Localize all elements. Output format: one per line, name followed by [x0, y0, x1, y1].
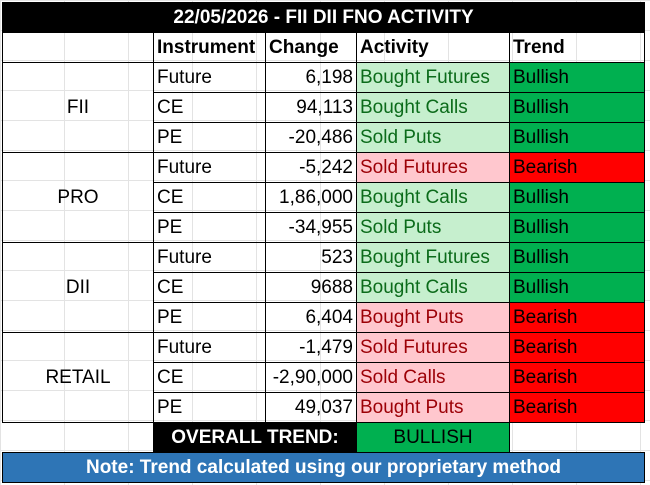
entity-cell[interactable]: DII	[2, 242, 154, 333]
trend-cell[interactable]: Bullish	[508, 182, 646, 213]
change-cell[interactable]: -2,90,000	[265, 362, 357, 393]
trend-cell[interactable]: Bullish	[508, 92, 646, 123]
activity-cell[interactable]: Bought Futures	[356, 62, 510, 93]
instrument-cell[interactable]: Future	[153, 242, 266, 273]
activity-cell[interactable]: Sold Puts	[356, 122, 510, 153]
entity-cell[interactable]: FII	[2, 62, 154, 153]
table-row: CE -2,90,000 Sold Calls Bearish	[3, 362, 646, 393]
header-row: Instrument Change Activity Trend	[2, 32, 646, 63]
header-blank-cell[interactable]	[2, 32, 154, 63]
activity-cell[interactable]: Sold Futures	[356, 152, 510, 183]
trend-cell[interactable]: Bearish	[508, 152, 646, 183]
note-banner[interactable]: Note: Trend calculated using our proprie…	[1, 452, 646, 483]
instrument-cell[interactable]: CE	[153, 92, 266, 123]
instrument-cell[interactable]: CE	[153, 272, 266, 303]
table-row: FII Future 6,198 Bought Futures Bullish	[2, 62, 646, 153]
change-cell[interactable]: -20,486	[265, 122, 357, 153]
overall-trend-value[interactable]: BULLISH	[356, 422, 510, 453]
table-row: CE 1,86,000 Bought Calls Bullish	[3, 182, 646, 213]
change-cell[interactable]: 523	[265, 242, 357, 273]
instrument-cell[interactable]: CE	[153, 362, 266, 393]
instrument-cell[interactable]: Future	[153, 332, 266, 363]
table-row: DII Future 523 Bought Futures Bullish	[2, 242, 646, 333]
instrument-cell[interactable]: PE	[153, 392, 266, 423]
activity-cell[interactable]: Bought Calls	[356, 182, 510, 213]
change-cell[interactable]: 6,198	[265, 62, 357, 93]
overall-trend-label[interactable]: OVERALL TREND:	[153, 422, 357, 453]
trend-cell[interactable]: Bullish	[508, 242, 646, 273]
trend-cell[interactable]: Bullish	[508, 122, 646, 153]
change-cell[interactable]: -34,955	[265, 212, 357, 243]
trend-cell[interactable]: Bearish	[508, 302, 646, 333]
trend-cell[interactable]: Bearish	[508, 332, 646, 363]
instrument-cell[interactable]: PE	[153, 212, 266, 243]
table-row: PRO Future -5,242 Sold Futures Bearish	[2, 152, 646, 243]
activity-cell[interactable]: Bought Calls	[356, 92, 510, 123]
change-cell[interactable]: -5,242	[265, 152, 357, 183]
activity-cell[interactable]: Bought Puts	[356, 392, 510, 423]
trend-cell[interactable]: Bearish	[508, 392, 646, 423]
empty-cell[interactable]	[3, 423, 154, 453]
empty-cell[interactable]	[510, 423, 645, 453]
table-row: PE -34,955 Sold Puts Bullish	[3, 212, 646, 243]
trend-cell[interactable]: Bullish	[508, 62, 646, 93]
activity-cell[interactable]: Sold Puts	[356, 212, 510, 243]
instrument-cell[interactable]: CE	[153, 182, 266, 213]
table-row: PE 49,037 Bought Puts Bearish	[3, 392, 646, 423]
note-row: Note: Trend calculated using our proprie…	[1, 452, 646, 483]
change-cell[interactable]: 49,037	[265, 392, 357, 423]
header-activity[interactable]: Activity	[356, 32, 510, 63]
table-row: PE -20,486 Sold Puts Bullish	[3, 122, 646, 153]
table-row: RETAIL Future -1,479 Sold Futures Bearish	[2, 332, 646, 423]
instrument-cell[interactable]: Future	[153, 152, 266, 183]
table-title[interactable]: 22/05/2026 - FII DII FNO ACTIVITY	[1, 2, 646, 33]
header-change[interactable]: Change	[265, 32, 357, 63]
trend-cell[interactable]: Bullish	[508, 272, 646, 303]
change-cell[interactable]: -1,479	[265, 332, 357, 363]
table-row: CE 94,113 Bought Calls Bullish	[3, 92, 646, 123]
change-cell[interactable]: 94,113	[265, 92, 357, 123]
header-instrument[interactable]: Instrument	[153, 32, 266, 63]
activity-cell[interactable]: Bought Puts	[356, 302, 510, 333]
instrument-cell[interactable]: Future	[153, 62, 266, 93]
activity-cell[interactable]: Sold Futures	[356, 332, 510, 363]
change-cell[interactable]: 6,404	[265, 302, 357, 333]
activity-cell[interactable]: Bought Calls	[356, 272, 510, 303]
instrument-cell[interactable]: PE	[153, 302, 266, 333]
entity-cell[interactable]: PRO	[2, 152, 154, 243]
trend-cell[interactable]: Bearish	[508, 362, 646, 393]
activity-cell[interactable]: Bought Futures	[356, 242, 510, 273]
trend-cell[interactable]: Bullish	[508, 212, 646, 243]
instrument-cell[interactable]: PE	[153, 122, 266, 153]
entity-cell[interactable]: RETAIL	[2, 332, 154, 423]
change-cell[interactable]: 1,86,000	[265, 182, 357, 213]
activity-cell[interactable]: Sold Calls	[356, 362, 510, 393]
header-trend[interactable]: Trend	[508, 32, 646, 63]
change-cell[interactable]: 9688	[265, 272, 357, 303]
overall-trend-row: OVERALL TREND: BULLISH	[3, 422, 645, 453]
